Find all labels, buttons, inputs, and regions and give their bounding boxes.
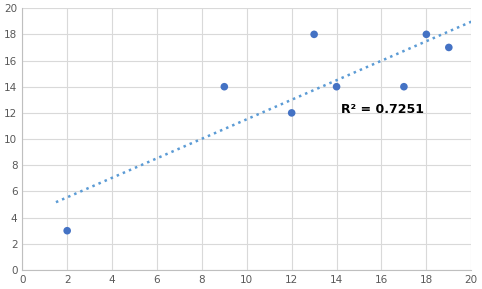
Point	[445, 45, 453, 50]
Text: R² = 0.7251: R² = 0.7251	[341, 103, 424, 116]
Point	[423, 32, 430, 37]
Point	[333, 84, 340, 89]
Point	[310, 32, 318, 37]
Point	[63, 228, 71, 233]
Point	[288, 111, 295, 115]
Point	[220, 84, 228, 89]
Point	[400, 84, 408, 89]
